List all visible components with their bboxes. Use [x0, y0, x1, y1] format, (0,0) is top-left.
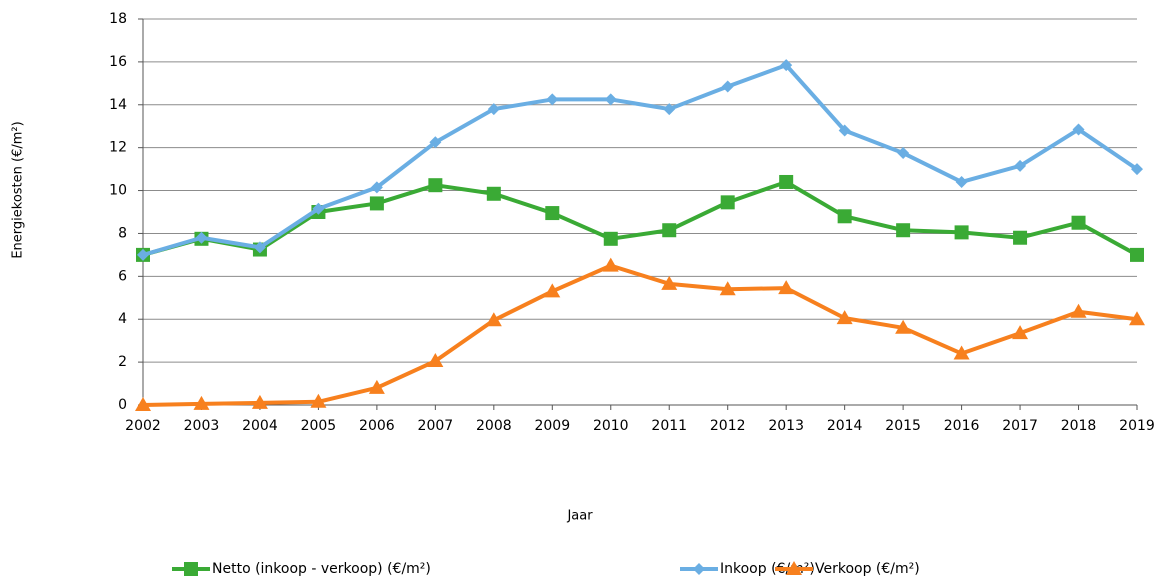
marker — [895, 319, 912, 334]
marker — [1070, 303, 1087, 318]
x-tick-label: 2002 — [125, 418, 161, 434]
y-tick-label: 10 — [109, 183, 127, 199]
marker — [604, 93, 617, 106]
marker — [193, 395, 210, 410]
marker — [487, 103, 500, 116]
y-tick-label: 12 — [109, 140, 127, 156]
marker — [1072, 123, 1085, 136]
marker — [310, 393, 327, 408]
marker — [195, 231, 208, 244]
marker — [486, 186, 501, 201]
x-tick-label: 2004 — [242, 418, 278, 434]
marker — [836, 310, 853, 325]
x-tick-label: 2008 — [476, 418, 512, 434]
y-tick-label: 16 — [109, 54, 127, 70]
marker — [779, 174, 794, 189]
marker — [135, 397, 151, 411]
legend-marker — [184, 562, 198, 576]
y-tick-label: 0 — [118, 397, 127, 413]
marker — [719, 281, 736, 296]
marker — [251, 394, 268, 409]
series-line — [142, 263, 1138, 407]
marker — [602, 257, 619, 272]
marker — [897, 147, 910, 160]
marker — [662, 223, 677, 238]
marker — [428, 178, 443, 193]
marker — [837, 209, 852, 224]
marker — [896, 223, 911, 238]
legend-label: Verkoop (€/m²) — [815, 561, 920, 577]
x-tick-label: 2009 — [534, 418, 570, 434]
marker — [370, 181, 383, 194]
marker — [721, 80, 734, 93]
x-axis-label: Jaar — [566, 509, 593, 524]
marker — [369, 196, 384, 211]
series-line — [142, 63, 1139, 257]
y-tick-label: 14 — [109, 97, 127, 113]
marker — [1071, 215, 1086, 230]
x-tick-label: 2003 — [184, 418, 220, 434]
x-tick-label: 2019 — [1119, 418, 1155, 434]
y-tick-label: 8 — [118, 225, 127, 241]
x-tick-label: 2015 — [885, 418, 921, 434]
y-tick-label: 4 — [118, 311, 127, 327]
series-line — [142, 179, 1138, 257]
x-tick-label: 2017 — [1002, 418, 1038, 434]
marker — [1012, 325, 1029, 340]
marker — [955, 175, 968, 188]
x-tick-label: 2007 — [418, 418, 454, 434]
marker — [545, 206, 560, 221]
x-tick-label: 2012 — [710, 418, 746, 434]
marker — [1130, 247, 1144, 262]
y-axis-label: Energiekosten (€/m²) — [11, 121, 26, 258]
marker — [429, 136, 442, 149]
y-tick-label: 6 — [118, 268, 127, 284]
marker — [780, 59, 793, 72]
marker — [546, 93, 559, 106]
marker — [137, 248, 149, 261]
x-tick-label: 2014 — [827, 418, 863, 434]
marker — [1129, 311, 1145, 326]
marker — [720, 195, 735, 210]
legend-label: Netto (inkoop - verkoop) (€/m²) — [212, 561, 431, 577]
marker — [544, 283, 561, 298]
marker — [312, 202, 325, 215]
x-tick-label: 2016 — [944, 418, 980, 434]
marker — [661, 275, 678, 290]
marker — [1013, 230, 1028, 245]
marker — [1131, 163, 1143, 176]
y-tick-label: 2 — [118, 354, 127, 370]
marker — [603, 231, 618, 246]
marker — [838, 124, 851, 137]
x-tick-label: 2013 — [768, 418, 804, 434]
x-tick-label: 2010 — [593, 418, 629, 434]
marker — [1014, 159, 1027, 172]
marker — [485, 312, 502, 327]
marker — [778, 280, 795, 295]
legend-marker — [693, 563, 705, 575]
x-tick-label: 2005 — [301, 418, 337, 434]
marker — [253, 241, 266, 254]
marker — [427, 353, 444, 368]
legend-marker — [786, 561, 802, 575]
marker — [368, 379, 385, 394]
x-tick-label: 2011 — [651, 418, 687, 434]
marker — [953, 345, 970, 360]
marker — [954, 225, 969, 240]
x-tick-label: 2018 — [1061, 418, 1097, 434]
y-tick-label: 18 — [109, 11, 127, 27]
x-tick-label: 2006 — [359, 418, 395, 434]
marker — [663, 103, 676, 116]
